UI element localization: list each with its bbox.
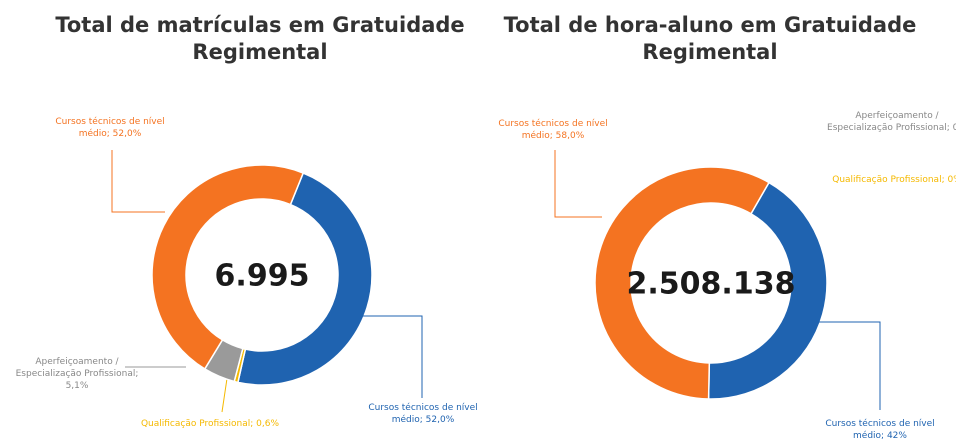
center-total: 6.995 bbox=[215, 259, 310, 294]
donut-segment bbox=[237, 172, 373, 386]
donut-segment bbox=[151, 164, 305, 370]
data-label: Qualificação Profissional; 0,6% bbox=[140, 419, 280, 429]
center-total: 2.508.138 bbox=[627, 267, 796, 302]
data-label: Cursos técnicos de nível médio; 52,0% bbox=[55, 117, 165, 139]
chart-title: Total de matrículas em Gratuidade Regime… bbox=[55, 13, 465, 64]
data-label: Cursos técnicos de nível médio; 58,0% bbox=[498, 119, 608, 141]
leader-line bbox=[812, 321, 881, 410]
chart-title: Total de hora-aluno em Gratuidade Regime… bbox=[503, 13, 917, 64]
data-label: Cursos técnicos de nível médio; 42% bbox=[825, 419, 935, 441]
donut-segment bbox=[707, 181, 828, 400]
data-label: Qualificação Profissional; 0% bbox=[832, 175, 956, 185]
donut-segment bbox=[594, 166, 771, 400]
data-label: Aperfeiçoamento / Especialização Profiss… bbox=[15, 357, 139, 391]
leader-line bbox=[554, 150, 602, 218]
data-label: Aperfeiçoamento / Especialização Profiss… bbox=[827, 111, 956, 133]
leader-line bbox=[338, 315, 423, 398]
data-label: Cursos técnicos de nível médio; 52,0% bbox=[368, 403, 478, 425]
leader-line bbox=[111, 150, 165, 213]
